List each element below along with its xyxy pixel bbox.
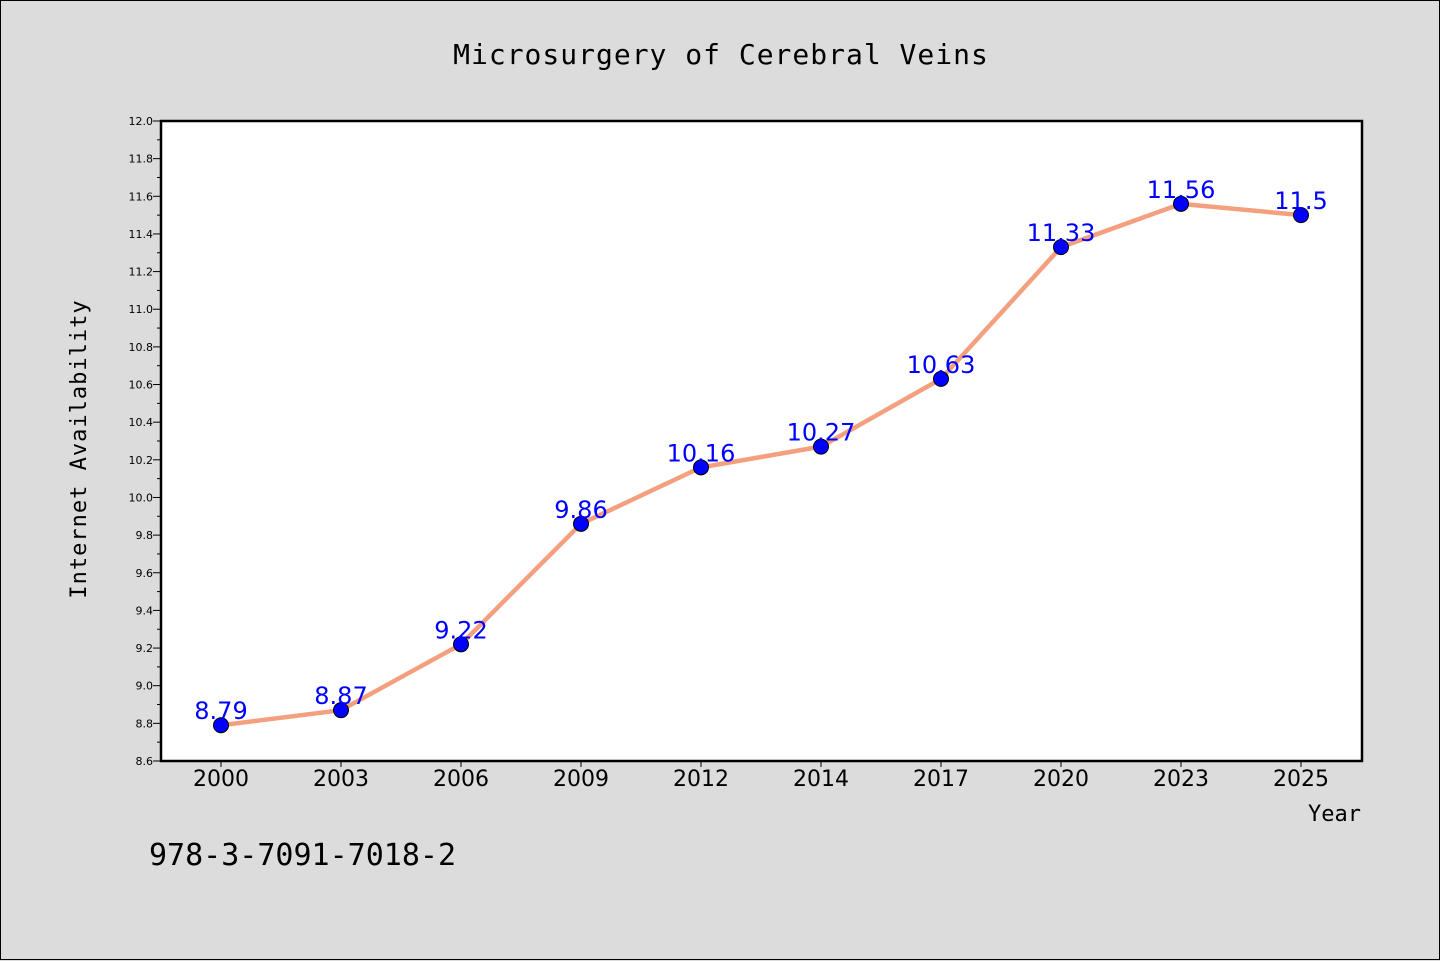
data-label: 11.56 xyxy=(1147,176,1216,204)
x-tick-label: 2009 xyxy=(553,767,609,792)
x-tick-label: 2017 xyxy=(913,767,969,792)
y-tick-label: 10.6 xyxy=(129,379,154,392)
data-label: 10.16 xyxy=(667,439,736,467)
x-tick-label: 2020 xyxy=(1033,767,1089,792)
y-tick-label: 11.8 xyxy=(129,153,154,166)
y-tick-label: 11.0 xyxy=(129,303,154,316)
data-label: 8.87 xyxy=(314,682,367,710)
data-point xyxy=(1293,207,1309,224)
chart-title: Microsurgery of Cerebral Veins xyxy=(453,38,989,71)
data-label: 9.86 xyxy=(554,496,607,524)
y-tick-label: 8.8 xyxy=(136,717,154,730)
y-tick-label: 10.4 xyxy=(129,416,154,429)
y-tick-label: 9.8 xyxy=(136,529,154,542)
data-point xyxy=(573,515,589,532)
y-tick-label: 10.0 xyxy=(129,491,154,504)
y-tick-label: 11.4 xyxy=(129,228,154,241)
x-axis-label: Year xyxy=(1308,802,1361,827)
data-label: 11.5 xyxy=(1274,187,1327,215)
data-point xyxy=(1173,195,1189,212)
data-point xyxy=(453,636,469,653)
y-tick-label: 8.6 xyxy=(136,755,154,768)
data-point xyxy=(333,702,349,719)
x-tick-label: 2014 xyxy=(793,767,849,792)
x-tick-label: 2023 xyxy=(1153,767,1209,792)
series-markers xyxy=(213,195,1309,734)
y-tick-label: 11.2 xyxy=(129,266,154,279)
x-tick-label: 2003 xyxy=(313,767,369,792)
data-point xyxy=(693,459,709,476)
isbn-text: 978-3-7091-7018-2 xyxy=(149,838,456,873)
y-axis: 8.6 8.8 9.0 9.2 9.4 9.6 9.8 10.0 10.2 10.4 10.6 10.… xyxy=(129,115,161,768)
y-axis-label: Internet Availability xyxy=(67,299,92,598)
x-tick-label: 2012 xyxy=(673,767,729,792)
x-tick-label: 2006 xyxy=(433,767,489,792)
y-tick-label: 12.0 xyxy=(129,115,154,128)
data-point xyxy=(933,370,949,387)
data-label: 10.27 xyxy=(787,419,856,447)
y-tick-label: 11.6 xyxy=(129,190,154,203)
y-tick-label: 9.2 xyxy=(136,642,154,655)
data-point xyxy=(213,717,229,734)
y-tick-label: 9.6 xyxy=(136,567,154,580)
data-point xyxy=(1053,239,1069,256)
x-tick-label: 2025 xyxy=(1273,767,1329,792)
series-line xyxy=(220,201,1302,728)
data-point xyxy=(813,438,829,455)
data-label: 9.22 xyxy=(434,616,487,644)
plot-area xyxy=(159,119,1364,763)
data-label: 11.33 xyxy=(1027,219,1096,247)
data-label: 8.79 xyxy=(194,697,247,725)
y-tick-label: 10.2 xyxy=(129,454,154,467)
y-tick-label: 9.0 xyxy=(136,680,154,693)
x-tick-label: 2000 xyxy=(193,767,249,792)
data-labels: 8.79 8.87 9.22 9.86 10.16 10.27 10.63 11.33 11.5… xyxy=(194,176,1327,725)
x-axis: 2000 2003 2006 2009 2012 2014 2017 2020 2023 2025 xyxy=(193,761,1329,792)
y-tick-label: 10.8 xyxy=(129,341,154,354)
data-label: 10.63 xyxy=(907,351,976,379)
y-tick-label: 9.4 xyxy=(136,604,154,617)
